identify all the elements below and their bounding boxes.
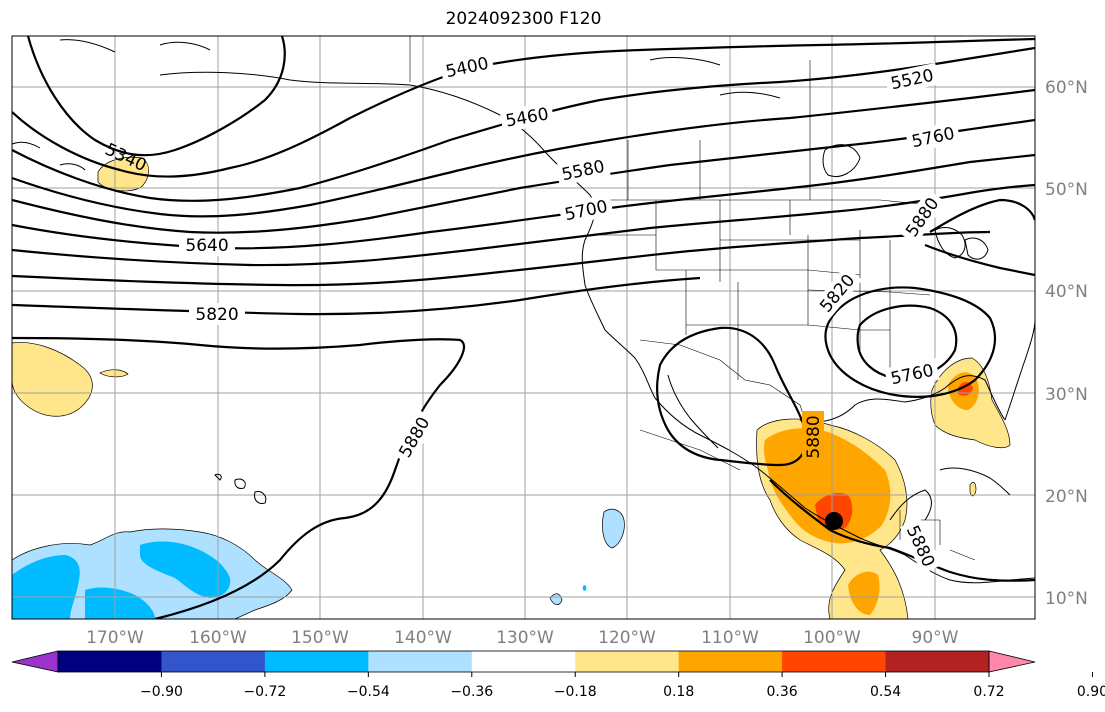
contour-label-5460: 5460 <box>504 104 550 131</box>
colorbar-segment <box>782 651 887 672</box>
positive-anomaly-small <box>99 369 129 378</box>
colorbar-tick-label: −0.54 <box>347 684 390 700</box>
political-borders <box>409 36 976 561</box>
negative-anomaly-dark-3 <box>85 587 155 619</box>
colorbar-segments <box>58 651 990 672</box>
contour-label-5640: 5640 <box>185 236 228 256</box>
lon-label-130w: 130°W <box>496 628 554 648</box>
longitude-labels: 170°W 160°W 150°W 140°W 130°W 120°W 110°… <box>86 628 959 648</box>
positive-anomaly-south-orange <box>848 571 880 615</box>
colorbar-segment <box>575 651 680 672</box>
negative-anomaly-dark-1 <box>12 555 80 619</box>
colorbar-frame <box>57 650 990 673</box>
lon-label-100w: 100°W <box>803 628 861 648</box>
colorbar-segment <box>264 651 369 672</box>
colorbar-tick-label: 0.72 <box>973 684 1004 700</box>
colorbar-segment <box>678 651 783 672</box>
contour-label-5760-gulf: 5760 <box>889 361 935 390</box>
colorbar-segment <box>368 651 473 672</box>
contour-label-5580: 5580 <box>560 157 606 186</box>
contour-label-5760-north: 5760 <box>910 124 956 153</box>
map-title: 2024092300 F120 <box>445 9 602 29</box>
colorbar-segment <box>58 651 162 672</box>
colorbar-left-extension <box>11 650 59 673</box>
negative-anomaly-small-2 <box>549 593 563 605</box>
colorbar-tick-label: −0.90 <box>140 684 183 700</box>
positive-anomaly-caribbean <box>969 481 977 497</box>
colorbar-segment <box>885 651 990 672</box>
positive-anomaly-florida-red <box>958 382 973 396</box>
map-area: 5400 5460 5520 5760 5340 5580 <box>12 36 1035 619</box>
lat-label-10: 10°N <box>1045 589 1088 609</box>
lon-label-160w: 160°W <box>189 628 247 648</box>
contour-label-5820-pacific: 5820 <box>195 305 238 325</box>
colorbar-tick-label: −0.36 <box>450 684 493 700</box>
lon-label-120w: 120°W <box>598 628 656 648</box>
lon-label-170w: 170°W <box>86 628 144 648</box>
lat-label-60: 60°N <box>1045 78 1088 98</box>
negative-anomaly-small-3 <box>582 585 587 591</box>
lon-label-110w: 110°W <box>701 628 759 648</box>
negative-anomaly-dark-2 <box>140 541 231 598</box>
lat-label-50: 50°N <box>1045 180 1088 200</box>
lon-label-140w: 140°W <box>394 628 452 648</box>
colorbar-tick-label: 0.36 <box>767 684 798 700</box>
positive-anomaly-west <box>12 342 93 417</box>
latitude-labels: 60°N 50°N 40°N 30°N 20°N 10°N <box>1045 78 1088 609</box>
negative-anomaly-small-1 <box>602 508 625 549</box>
lon-label-90w: 90°W <box>912 628 959 648</box>
contour-label-5880-mexico: 5880 <box>804 415 824 458</box>
colorbar: −0.90 −0.72 −0.54 −0.36 −0.18 0.18 0.36 0.54 0.7… <box>11 650 1105 700</box>
lat-label-30: 30°N <box>1045 385 1088 405</box>
colorbar-segment <box>471 651 576 672</box>
contour-label-5700: 5700 <box>563 197 609 226</box>
colorbar-segment <box>161 651 266 672</box>
shaded-anomalies <box>12 156 1011 619</box>
lat-label-40: 40°N <box>1045 282 1088 302</box>
map-frame <box>11 35 1036 620</box>
colorbar-ticks: −0.90 −0.72 −0.54 −0.36 −0.18 0.18 0.36 0.54 0.7… <box>140 672 1105 700</box>
contour-labels: 5400 5460 5520 5760 5340 5580 <box>102 50 961 575</box>
colorbar-tick-label: 0.90 <box>1077 684 1105 700</box>
colorbar-tick-label: 0.54 <box>870 684 901 700</box>
colorbar-tick-label: 0.18 <box>663 684 694 700</box>
colorbar-right-extension <box>988 650 1036 673</box>
colorbar-tick-label: −0.72 <box>243 684 286 700</box>
positive-anomaly-mexico-orange <box>764 428 891 544</box>
lat-label-20: 20°N <box>1045 487 1088 507</box>
lon-label-150w: 150°W <box>291 628 349 648</box>
storm-center-marker <box>825 512 843 530</box>
colorbar-tick-label: −0.18 <box>554 684 597 700</box>
contour-label-5400: 5400 <box>444 54 490 83</box>
